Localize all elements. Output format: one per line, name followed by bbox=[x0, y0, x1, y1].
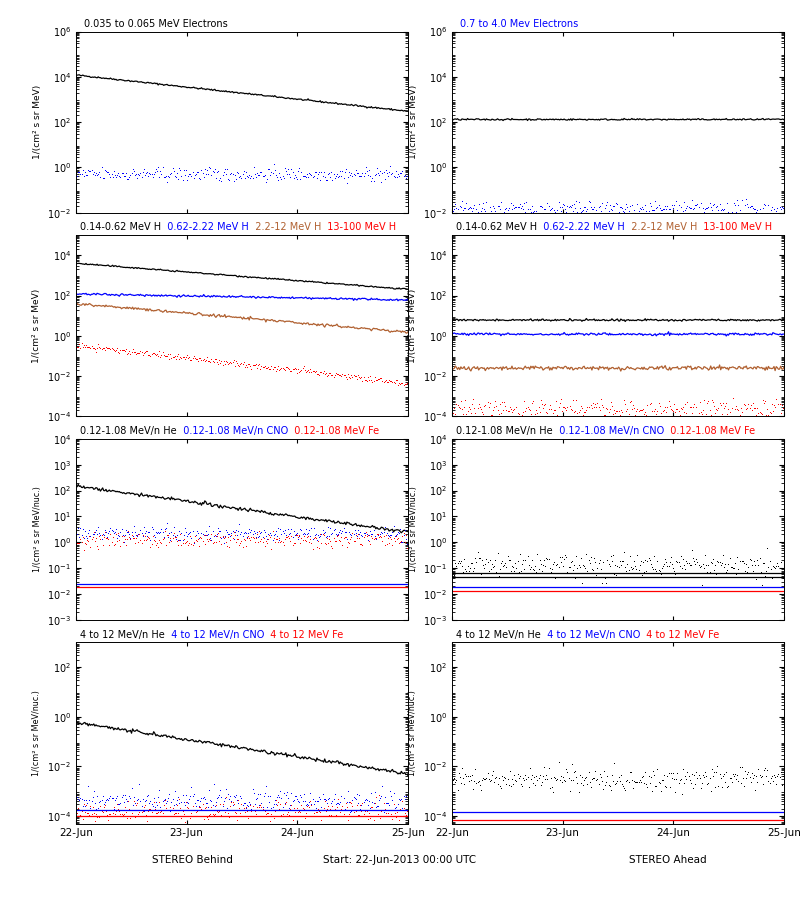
Text: 13-100 MeV H: 13-100 MeV H bbox=[322, 222, 396, 232]
Text: 0.14-0.62 MeV H: 0.14-0.62 MeV H bbox=[456, 222, 537, 232]
Y-axis label: 1/(cm² s sr MeV/nuc.): 1/(cm² s sr MeV/nuc.) bbox=[33, 486, 42, 572]
Text: 0.12-1.08 MeV/n CNO: 0.12-1.08 MeV/n CNO bbox=[177, 426, 288, 436]
Y-axis label: 1/(cm² s sr MeV): 1/(cm² s sr MeV) bbox=[408, 289, 418, 363]
Text: 4 to 12 MeV/n He: 4 to 12 MeV/n He bbox=[456, 630, 541, 640]
Text: 4 to 12 MeV/n CNO: 4 to 12 MeV/n CNO bbox=[165, 630, 264, 640]
Text: 0.14-0.62 MeV H: 0.14-0.62 MeV H bbox=[80, 222, 161, 232]
Text: 0.12-1.08 MeV/n CNO: 0.12-1.08 MeV/n CNO bbox=[553, 426, 664, 436]
Y-axis label: 1/(cm² s sr MeV/nuc.): 1/(cm² s sr MeV/nuc.) bbox=[409, 486, 418, 572]
Text: 0.7 to 4.0 Mev Electrons: 0.7 to 4.0 Mev Electrons bbox=[460, 19, 578, 29]
Text: 4 to 12 MeV/n He: 4 to 12 MeV/n He bbox=[80, 630, 165, 640]
Text: 13-100 MeV H: 13-100 MeV H bbox=[698, 222, 772, 232]
Text: 0.12-1.08 MeV/n He: 0.12-1.08 MeV/n He bbox=[456, 426, 553, 436]
Y-axis label: 1/(cm² s sr MeV): 1/(cm² s sr MeV) bbox=[32, 289, 42, 363]
Text: 0.12-1.08 MeV/n He: 0.12-1.08 MeV/n He bbox=[80, 426, 177, 436]
Text: 0.12-1.08 MeV Fe: 0.12-1.08 MeV Fe bbox=[288, 426, 379, 436]
Text: 4 to 12 MeV Fe: 4 to 12 MeV Fe bbox=[640, 630, 719, 640]
Text: 4 to 12 MeV/n CNO: 4 to 12 MeV/n CNO bbox=[541, 630, 640, 640]
Y-axis label: 1/(cm² s sr MeV/nuc.): 1/(cm² s sr MeV/nuc.) bbox=[408, 690, 418, 776]
Text: 0.035 to 0.065 MeV Electrons: 0.035 to 0.065 MeV Electrons bbox=[84, 19, 228, 29]
Text: 2.2-12 MeV H: 2.2-12 MeV H bbox=[249, 222, 322, 232]
Text: Start: 22-Jun-2013 00:00 UTC: Start: 22-Jun-2013 00:00 UTC bbox=[323, 855, 477, 865]
Text: 4 to 12 MeV Fe: 4 to 12 MeV Fe bbox=[264, 630, 343, 640]
Text: 0.12-1.08 MeV Fe: 0.12-1.08 MeV Fe bbox=[664, 426, 755, 436]
Text: STEREO Behind: STEREO Behind bbox=[152, 855, 233, 865]
Text: 0.62-2.22 MeV H: 0.62-2.22 MeV H bbox=[537, 222, 625, 232]
Text: 2.2-12 MeV H: 2.2-12 MeV H bbox=[625, 222, 698, 232]
Y-axis label: 1/(cm² s sr MeV): 1/(cm² s sr MeV) bbox=[409, 85, 418, 159]
Y-axis label: 1/(cm² s sr MeV): 1/(cm² s sr MeV) bbox=[33, 85, 42, 159]
Y-axis label: 1/(cm² s sr MeV/nuc.): 1/(cm² s sr MeV/nuc.) bbox=[32, 690, 42, 776]
Text: STEREO Ahead: STEREO Ahead bbox=[629, 855, 706, 865]
Text: 0.62-2.22 MeV H: 0.62-2.22 MeV H bbox=[161, 222, 249, 232]
